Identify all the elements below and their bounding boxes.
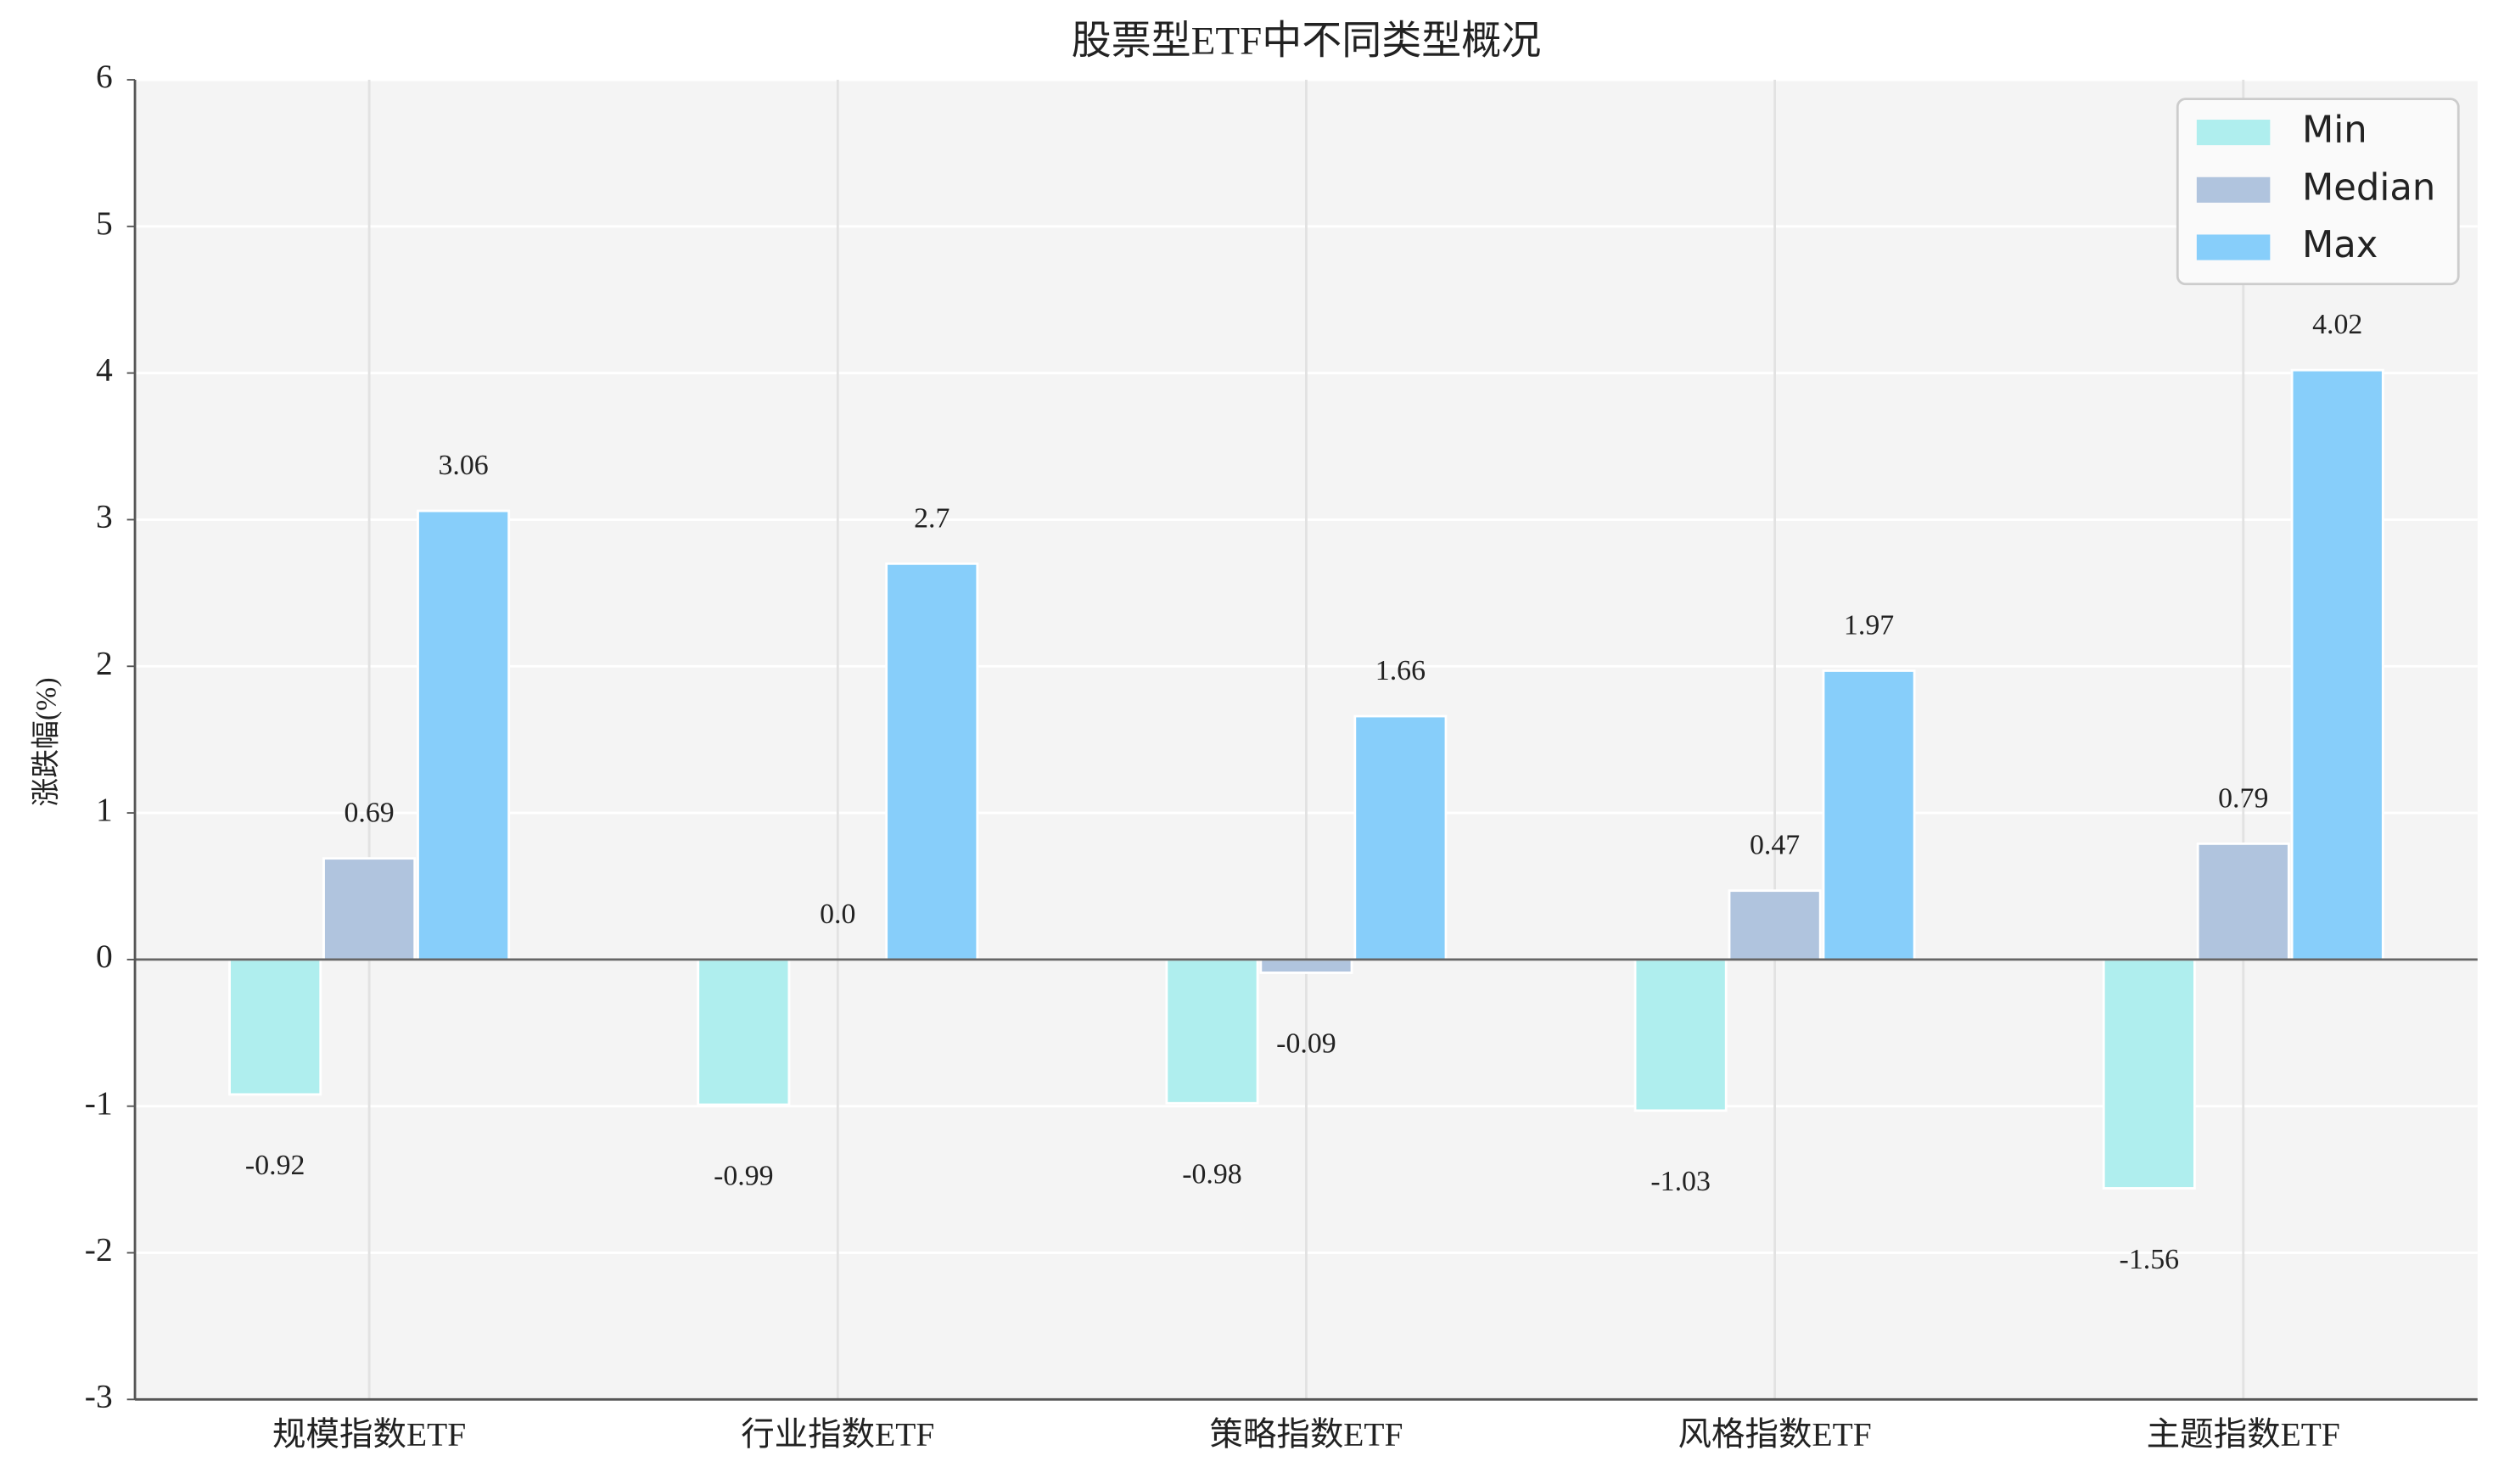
bar [417,509,511,961]
value-label: 0.69 [345,798,395,829]
x-tick-label: 策略指数ETF [1209,1416,1403,1453]
y-tick-label: 2 [96,644,113,681]
value-label: 2.7 [914,502,950,534]
x-tick-label: 行业指数ETF [741,1416,934,1453]
y-axis-label: 涨跌幅(%) [30,677,62,806]
y-tick-label: 0 [96,938,113,975]
bar [1165,958,1259,1105]
value-label: 0.0 [820,899,855,930]
y-tick-label: 4 [96,351,113,389]
y-tick-label: 3 [96,498,113,535]
bar [2196,842,2290,961]
value-label: 4.02 [2312,309,2362,340]
y-tick-label: 1 [96,791,113,828]
legend-swatch [2196,120,2271,146]
value-label: -0.99 [714,1160,774,1191]
value-label: -0.09 [1276,1028,1336,1060]
bar [1259,958,1353,974]
x-tick-label: 风格指数ETF [1678,1416,1872,1453]
bar [322,857,417,961]
value-label: 1.66 [1375,655,1426,686]
x-tick-label: 主题指数ETF [2147,1416,2340,1453]
value-label: -1.56 [2120,1244,2180,1275]
y-tick-label: -3 [85,1377,113,1414]
bar [1633,958,1728,1112]
value-label: 3.06 [438,450,488,481]
y-tick-label: -1 [85,1084,113,1122]
bar [697,958,791,1106]
legend-swatch [2196,176,2271,203]
legend-label: Median [2302,166,2435,209]
y-tick-label: 5 [96,204,113,242]
bar [1353,714,1448,961]
value-label: -0.98 [1182,1159,1242,1190]
value-label: -1.03 [1650,1166,1711,1197]
bar [1728,889,1822,961]
bar [228,958,322,1096]
bar [2290,368,2384,961]
y-tick-label: -2 [85,1231,113,1268]
x-tick-label: 规模指数ETF [272,1416,466,1453]
value-label: 0.47 [1750,830,1800,861]
bar [1822,669,1916,961]
legend-label: Min [2302,109,2367,152]
value-label: -0.92 [245,1150,305,1181]
bar [2102,958,2196,1190]
legend-label: Max [2302,224,2378,266]
bar [885,562,979,961]
value-label: 0.79 [2218,782,2268,814]
y-tick-label: 6 [96,58,113,95]
chart-title: 股票型ETF中不同类型概况 [1072,19,1542,63]
value-label: 1.97 [1844,609,1894,641]
legend-swatch [2196,234,2271,260]
